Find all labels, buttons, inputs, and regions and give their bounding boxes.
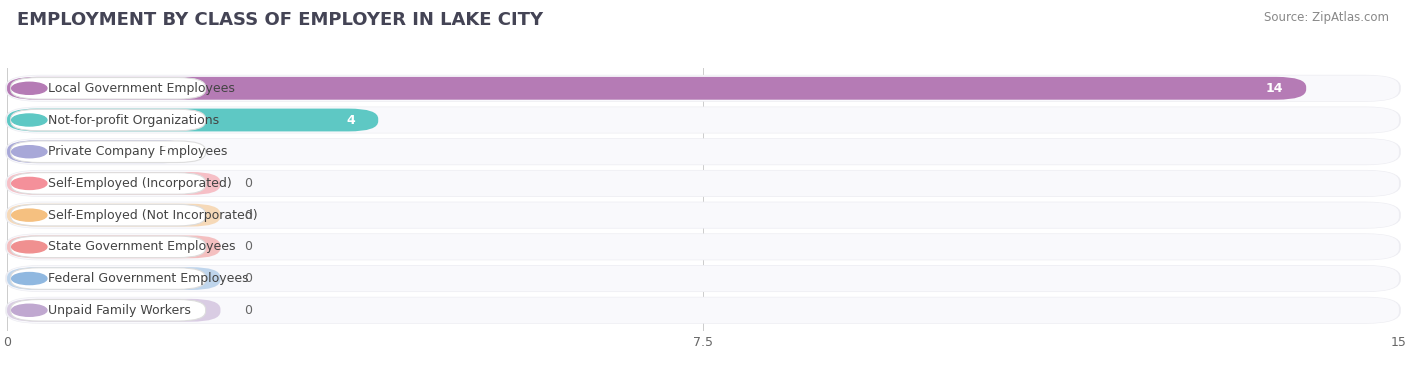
- Text: 4: 4: [346, 114, 354, 126]
- FancyBboxPatch shape: [7, 299, 221, 322]
- Text: Not-for-profit Organizations: Not-for-profit Organizations: [48, 114, 219, 126]
- FancyBboxPatch shape: [7, 267, 221, 290]
- FancyBboxPatch shape: [6, 170, 1400, 197]
- FancyBboxPatch shape: [6, 233, 1400, 260]
- Circle shape: [11, 146, 46, 158]
- FancyBboxPatch shape: [7, 234, 1399, 259]
- Circle shape: [11, 273, 46, 285]
- FancyBboxPatch shape: [6, 297, 1400, 324]
- Text: 0: 0: [243, 272, 252, 285]
- FancyBboxPatch shape: [6, 265, 1400, 292]
- FancyBboxPatch shape: [11, 109, 205, 131]
- FancyBboxPatch shape: [7, 204, 221, 227]
- FancyBboxPatch shape: [7, 109, 378, 132]
- Text: 0: 0: [243, 209, 252, 221]
- FancyBboxPatch shape: [7, 266, 1399, 291]
- FancyBboxPatch shape: [11, 173, 205, 194]
- Circle shape: [11, 114, 46, 126]
- Text: 14: 14: [1265, 82, 1284, 95]
- Circle shape: [11, 209, 46, 221]
- Text: Federal Government Employees: Federal Government Employees: [48, 272, 249, 285]
- FancyBboxPatch shape: [11, 204, 205, 226]
- FancyBboxPatch shape: [11, 141, 205, 162]
- Text: Self-Employed (Not Incorporated): Self-Employed (Not Incorporated): [48, 209, 257, 221]
- Text: Unpaid Family Workers: Unpaid Family Workers: [48, 304, 191, 317]
- Text: 0: 0: [243, 177, 252, 190]
- FancyBboxPatch shape: [7, 235, 221, 258]
- FancyBboxPatch shape: [7, 140, 193, 163]
- FancyBboxPatch shape: [6, 138, 1400, 165]
- Circle shape: [11, 304, 46, 316]
- FancyBboxPatch shape: [6, 75, 1400, 102]
- FancyBboxPatch shape: [7, 77, 1306, 100]
- Text: 0: 0: [243, 240, 252, 253]
- FancyBboxPatch shape: [7, 297, 1399, 323]
- FancyBboxPatch shape: [7, 76, 1399, 101]
- FancyBboxPatch shape: [6, 202, 1400, 229]
- Text: Local Government Employees: Local Government Employees: [48, 82, 235, 95]
- FancyBboxPatch shape: [11, 77, 205, 99]
- FancyBboxPatch shape: [6, 106, 1400, 133]
- FancyBboxPatch shape: [11, 300, 205, 321]
- FancyBboxPatch shape: [7, 171, 1399, 196]
- Text: 0: 0: [243, 304, 252, 317]
- Text: Source: ZipAtlas.com: Source: ZipAtlas.com: [1264, 11, 1389, 24]
- Text: 2: 2: [160, 145, 170, 158]
- FancyBboxPatch shape: [11, 236, 205, 258]
- FancyBboxPatch shape: [7, 139, 1399, 164]
- Circle shape: [11, 241, 46, 253]
- FancyBboxPatch shape: [7, 172, 221, 195]
- Text: Self-Employed (Incorporated): Self-Employed (Incorporated): [48, 177, 232, 190]
- FancyBboxPatch shape: [11, 268, 205, 290]
- Circle shape: [11, 82, 46, 94]
- FancyBboxPatch shape: [7, 107, 1399, 133]
- FancyBboxPatch shape: [7, 202, 1399, 228]
- Text: EMPLOYMENT BY CLASS OF EMPLOYER IN LAKE CITY: EMPLOYMENT BY CLASS OF EMPLOYER IN LAKE …: [17, 11, 543, 29]
- Circle shape: [11, 177, 46, 190]
- Text: State Government Employees: State Government Employees: [48, 240, 235, 253]
- Text: Private Company Employees: Private Company Employees: [48, 145, 228, 158]
